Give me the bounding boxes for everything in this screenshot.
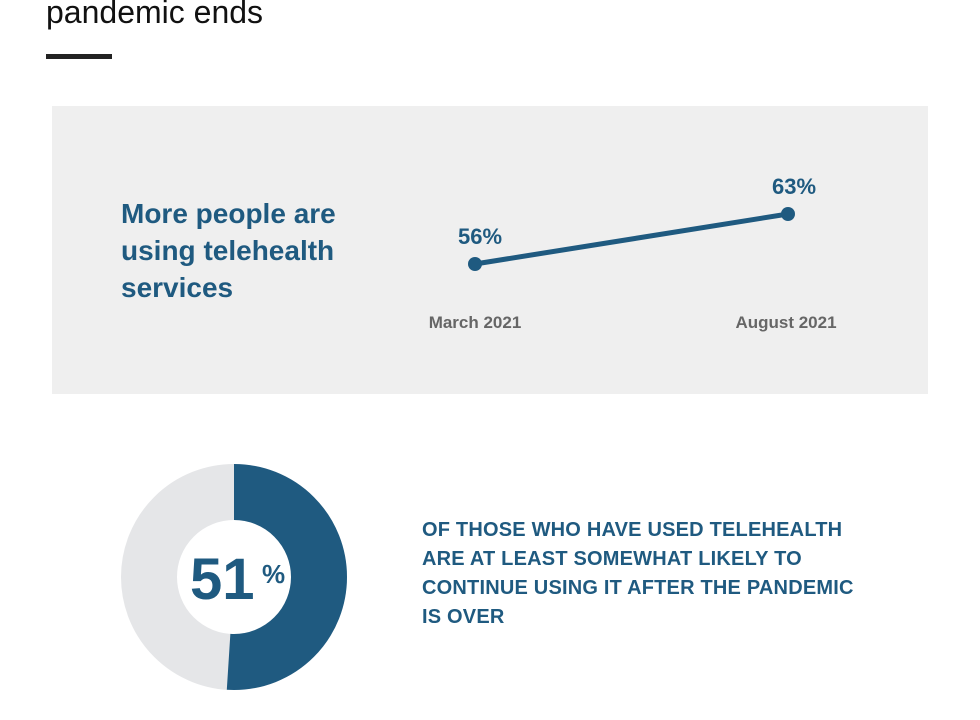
page-headline: pandemic ends xyxy=(46,0,264,30)
data-label-august-2021: 63% xyxy=(772,174,816,199)
telehealth-panel xyxy=(52,106,928,394)
headline-underline xyxy=(46,54,112,59)
panel-title: More people are using telehealth service… xyxy=(121,198,336,303)
x-tick-label-august-2021: August 2021 xyxy=(735,313,836,332)
donut-caption: OF THOSE WHO HAVE USED TELEHEALTH ARE AT… xyxy=(422,519,854,628)
data-point-august-2021 xyxy=(781,207,795,221)
x-tick-label-march-2021: March 2021 xyxy=(429,313,522,332)
donut-value-label: 51 xyxy=(190,547,255,612)
donut-percent-sign: % xyxy=(262,559,286,589)
trend-line xyxy=(472,211,791,267)
data-label-march-2021: 56% xyxy=(458,224,502,249)
data-point-march-2021 xyxy=(468,257,482,271)
donut-value-arc xyxy=(121,464,347,690)
